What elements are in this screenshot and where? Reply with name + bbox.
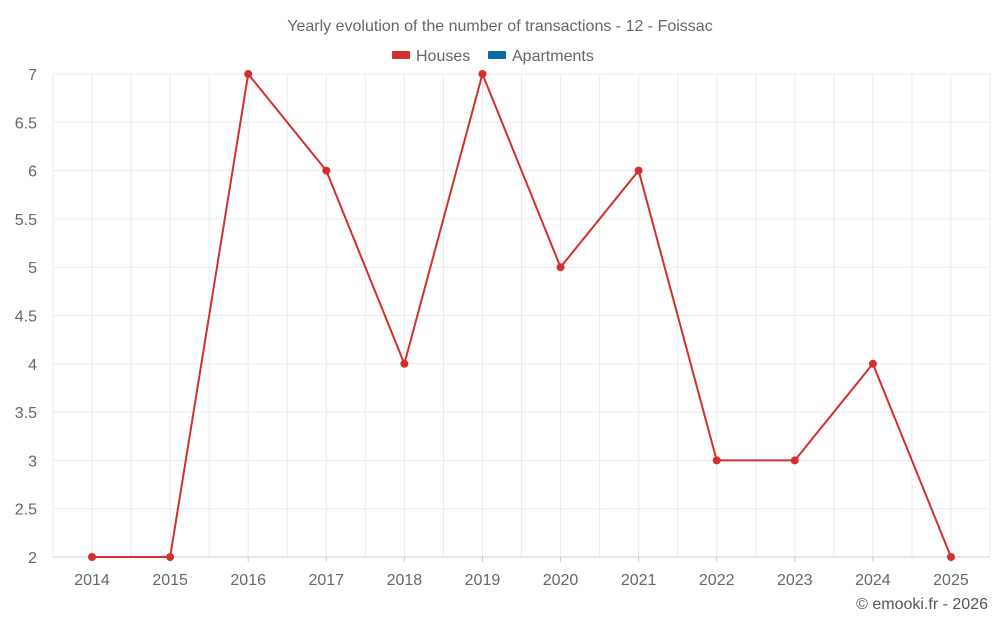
- y-tick-label: 3: [28, 453, 37, 470]
- x-tick-label: 2025: [933, 572, 969, 589]
- credit-text: © emooki.fr - 2026: [856, 596, 988, 613]
- x-tick-label: 2015: [152, 572, 188, 589]
- y-tick-label: 5.5: [15, 212, 37, 229]
- data-point-houses-2021[interactable]: [634, 166, 643, 175]
- data-point-houses-2019[interactable]: [478, 70, 487, 78]
- data-point-houses-2015[interactable]: [166, 553, 175, 561]
- data-point-houses-2017[interactable]: [322, 166, 331, 175]
- x-tick-label: 2023: [777, 572, 813, 589]
- data-point-houses-2016[interactable]: [244, 70, 253, 78]
- x-tick-label: 2016: [230, 572, 266, 589]
- x-tick-label: 2020: [543, 572, 579, 589]
- y-axis: 2 2.5 3 3.5 4 4.5 5 5.5 6 6.5 7: [15, 67, 37, 567]
- x-tick-label: 2021: [621, 572, 657, 589]
- data-point-houses-2024[interactable]: [868, 359, 877, 368]
- legend-label-houses: Houses: [416, 48, 470, 65]
- y-tick-label: 4.5: [15, 309, 37, 326]
- y-tick-label: 7: [28, 67, 37, 84]
- legend: Houses Apartments: [392, 48, 594, 65]
- chart-title: Yearly evolution of the number of transa…: [287, 18, 712, 35]
- x-tick-label: 2019: [465, 572, 501, 589]
- legend-swatch-houses: [392, 51, 410, 59]
- data-point-houses-2018[interactable]: [400, 359, 409, 368]
- data-point-houses-2020[interactable]: [556, 263, 565, 272]
- plot-area: [88, 70, 955, 561]
- legend-item-houses[interactable]: Houses: [392, 48, 470, 65]
- legend-item-apartments[interactable]: Apartments: [488, 48, 594, 65]
- series-line-houses: [92, 73, 952, 558]
- y-tick-label: 4: [28, 357, 37, 374]
- x-tick-label: 2014: [74, 572, 110, 589]
- y-tick-label: 6: [28, 164, 37, 181]
- x-tick-label: 2022: [699, 572, 735, 589]
- legend-swatch-apartments: [488, 51, 506, 59]
- x-tick-label: 2017: [308, 572, 344, 589]
- legend-label-apartments: Apartments: [512, 48, 594, 65]
- y-tick-label: 2: [28, 550, 37, 567]
- x-tick-label: 2024: [855, 572, 891, 589]
- y-tick-label: 2.5: [15, 502, 37, 519]
- data-point-houses-2023[interactable]: [790, 456, 799, 465]
- y-tick-label: 3.5: [15, 405, 37, 422]
- data-point-houses-2025[interactable]: [946, 553, 955, 561]
- y-tick-label: 5: [28, 260, 37, 277]
- x-tick-label: 2018: [387, 572, 423, 589]
- grid: [52, 73, 991, 557]
- data-point-houses-2022[interactable]: [712, 456, 721, 465]
- data-point-houses-2014[interactable]: [88, 553, 97, 561]
- x-axis: 2014 2015 2016 2017 2018 2019 2020 2021 2022 2023…: [74, 557, 969, 589]
- y-tick-label: 6.5: [15, 115, 37, 132]
